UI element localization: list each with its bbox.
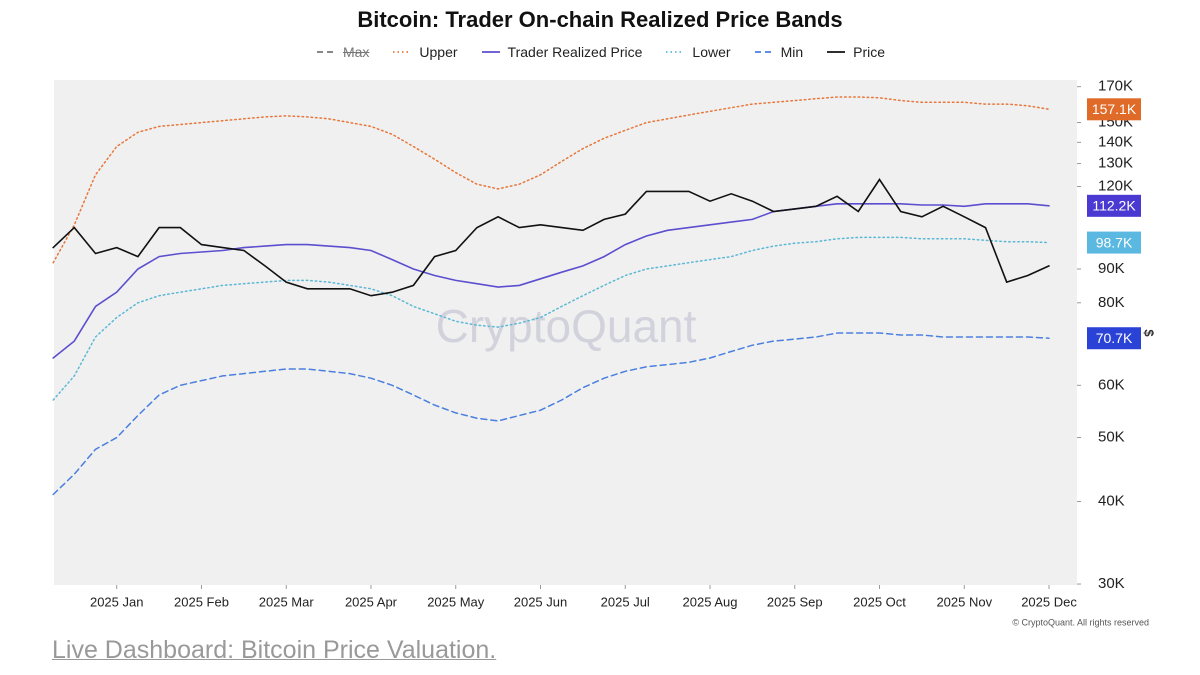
x-tick-label: 2025 Sep bbox=[767, 594, 823, 609]
last-value-label: 157.1K bbox=[1087, 98, 1141, 121]
y-axis-unit: $ bbox=[1142, 329, 1157, 337]
legend-swatch bbox=[393, 51, 412, 53]
legend-label: Price bbox=[853, 44, 886, 60]
legend-label: Min bbox=[780, 44, 804, 60]
x-tick-label: 2025 Nov bbox=[936, 594, 992, 609]
watermark: CryptoQuant bbox=[436, 300, 697, 352]
legend-label: Lower bbox=[692, 44, 731, 60]
legend-item[interactable]: Upper bbox=[391, 44, 458, 60]
last-value-text: 98.7K bbox=[1096, 234, 1133, 250]
chart-title: Bitcoin: Trader On-chain Realized Price … bbox=[357, 7, 842, 32]
series-line bbox=[52, 178, 1050, 297]
last-value-label: 70.7K bbox=[1087, 327, 1141, 350]
x-tick-label: 2025 Mar bbox=[259, 594, 315, 609]
y-tick-label: 170K bbox=[1098, 78, 1133, 95]
legend-swatch bbox=[481, 51, 500, 53]
legend-item[interactable]: Lower bbox=[664, 44, 731, 60]
legend-label: Trader Realized Price bbox=[507, 44, 643, 60]
y-tick-label: 90K bbox=[1098, 260, 1125, 277]
x-tick-label: 2025 Apr bbox=[345, 594, 398, 609]
x-tick-label: 2025 Dec bbox=[1021, 594, 1077, 609]
y-tick-label: 130K bbox=[1098, 155, 1133, 172]
y-tick-label: 120K bbox=[1098, 178, 1133, 195]
x-tick-label: 2025 Oct bbox=[853, 594, 906, 609]
y-tick-label: 40K bbox=[1098, 493, 1125, 510]
legend-item[interactable]: Max bbox=[315, 44, 369, 60]
legend-item[interactable]: Trader Realized Price bbox=[480, 44, 643, 60]
legend-label: Upper bbox=[419, 44, 458, 60]
series-line bbox=[52, 203, 1050, 359]
legend-label: Max bbox=[342, 44, 370, 60]
legend-item[interactable]: Price bbox=[825, 44, 885, 60]
legend-swatch bbox=[666, 51, 685, 53]
last-value-label: 112.2K bbox=[1087, 194, 1141, 217]
y-tick-label: 80K bbox=[1098, 294, 1125, 311]
dashboard-link[interactable]: Live Dashboard: Bitcoin Price Valuation. bbox=[52, 636, 497, 664]
series-line bbox=[52, 96, 1050, 264]
plot-area bbox=[54, 80, 1077, 585]
x-tick-label: 2025 Feb bbox=[174, 594, 229, 609]
y-tick-label: 50K bbox=[1098, 429, 1125, 446]
x-tick-label: 2025 Jul bbox=[601, 594, 650, 609]
x-tick-label: 2025 Aug bbox=[683, 594, 738, 609]
y-tick-label: 60K bbox=[1098, 376, 1125, 393]
y-tick-label: 30K bbox=[1098, 575, 1125, 592]
legend: Max Upper Trader Realized Price Lower Min Pri… bbox=[0, 44, 1200, 60]
legend-item[interactable]: Min bbox=[753, 44, 804, 60]
series-line bbox=[52, 332, 1050, 496]
x-tick-label: 2025 May bbox=[427, 594, 485, 609]
legend-swatch bbox=[316, 51, 335, 53]
legend-swatch bbox=[754, 51, 773, 53]
x-tick-label: 2025 Jan bbox=[90, 594, 144, 609]
last-value-label: 98.7K bbox=[1087, 231, 1141, 254]
last-value-box bbox=[1087, 98, 1141, 121]
last-value-box bbox=[1087, 231, 1141, 254]
last-value-text: 70.7K bbox=[1096, 330, 1133, 346]
last-value-text: 157.1K bbox=[1092, 101, 1137, 117]
last-value-text: 112.2K bbox=[1092, 198, 1136, 214]
x-tick-label: 2025 Jun bbox=[514, 594, 568, 609]
legend-swatch bbox=[827, 51, 846, 53]
y-tick-label: 140K bbox=[1098, 133, 1133, 150]
last-value-box bbox=[1087, 194, 1141, 217]
series-line bbox=[52, 236, 1050, 401]
copyright: © CryptoQuant. All rights reserved bbox=[1012, 617, 1149, 627]
last-value-box bbox=[1087, 327, 1141, 350]
